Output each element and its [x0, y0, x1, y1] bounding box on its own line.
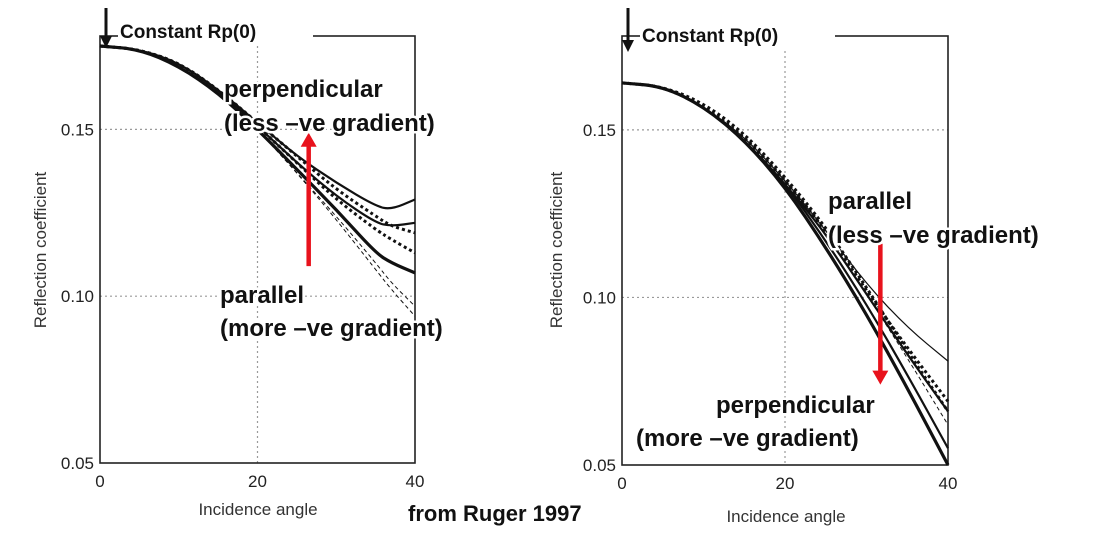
rp-label-backing: [640, 22, 835, 48]
series-line: [99, 45, 416, 307]
source-credit: from Ruger 1997: [408, 501, 582, 526]
series-layer: [99, 44, 416, 317]
x-tick-label: 0: [95, 472, 104, 491]
y-tick-label: 0.10: [583, 288, 616, 307]
y-tick-label: 0.05: [583, 456, 616, 475]
x-tick-label: 0: [617, 474, 626, 493]
annotation-lower-line1: perpendicular: [716, 392, 875, 419]
y-tick-label: 0.05: [61, 454, 94, 473]
annotation-upper-line1: parallel: [828, 188, 912, 215]
tick-labels: 0 20 40 0.05 0.10 0.15: [61, 120, 425, 491]
gradient-arrow-head-icon: [300, 132, 317, 147]
rp-label: Constant Rp(0): [120, 22, 256, 43]
annotation-upper-line2: (less –ve gradient): [224, 110, 435, 137]
x-tick-label: 20: [248, 472, 267, 491]
series-line: [99, 44, 416, 255]
x-tick-label: 20: [776, 474, 795, 493]
x-tick-label: 40: [406, 472, 425, 491]
tick-labels: 0 20 40 0.05 0.10 0.15: [583, 121, 958, 493]
rp-arrow-head-icon: [622, 40, 634, 52]
chart-left: 0 20 40 0.05 0.10 0.15 Incidence angle Reflec…: [31, 8, 445, 519]
y-tick-label: 0.15: [61, 120, 94, 139]
annotation-lower-line2: (more –ve gradient): [220, 315, 443, 342]
series-line: [99, 45, 416, 317]
y-tick-label: 0.15: [583, 121, 616, 140]
annotation-lower-line2: (more –ve gradient): [636, 425, 859, 452]
y-tick-label: 0.10: [61, 287, 94, 306]
rp-arrow-head-icon: [100, 36, 112, 48]
rp-label-backing: [118, 18, 313, 44]
x-axis-label: Incidence angle: [726, 507, 845, 526]
chart-right: 0 20 40 0.05 0.10 0.15 Incidence angle Reflec…: [547, 8, 1041, 526]
annotation-lower-line1: parallel: [220, 282, 304, 309]
grid-lines: [100, 36, 415, 463]
y-axis-label: Reflection coefficient: [31, 171, 50, 328]
rp-label: Constant Rp(0): [642, 26, 778, 47]
y-axis-label: Reflection coefficient: [547, 171, 566, 328]
series-line: [99, 44, 416, 235]
x-tick-label: 40: [939, 474, 958, 493]
x-axis-label: Incidence angle: [198, 500, 317, 519]
grid-lines: [622, 36, 948, 465]
annotation-upper-line1: perpendicular: [224, 76, 383, 103]
gradient-arrow-head-icon: [872, 370, 889, 385]
annotation-upper-line2: (less –ve gradient): [828, 222, 1039, 249]
